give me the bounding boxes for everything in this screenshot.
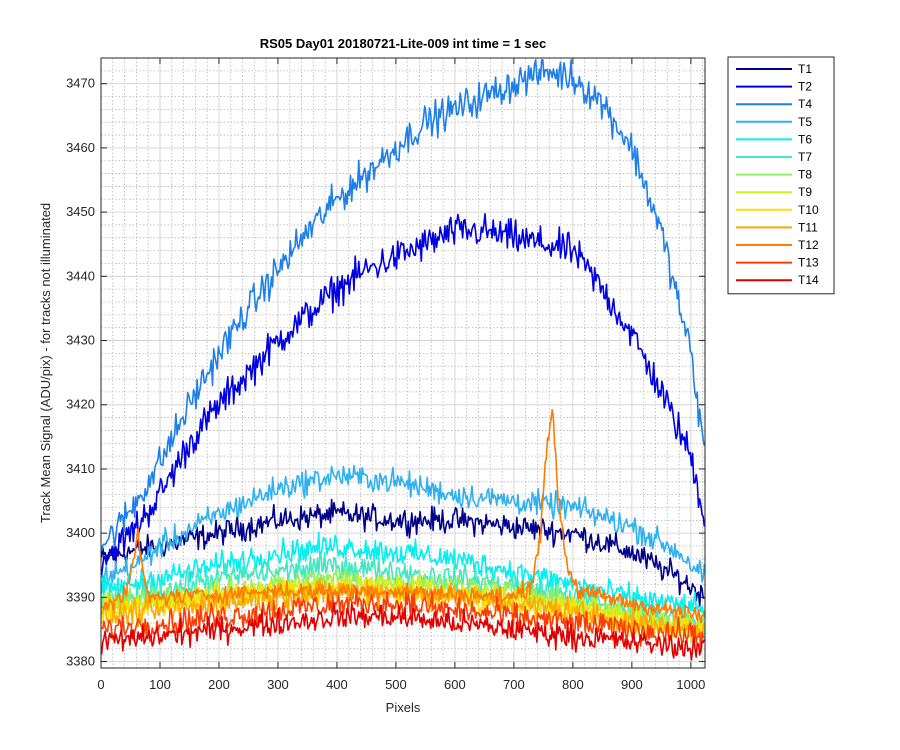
legend-label-t4: T4 — [798, 97, 812, 111]
series-line-t2 — [100, 213, 706, 576]
x-tick-label: 0 — [97, 677, 104, 692]
y-tick-label: 3420 — [66, 397, 95, 412]
legend-label-t11: T11 — [798, 220, 818, 234]
series-line-t12 — [101, 409, 706, 624]
series-line-t6 — [100, 531, 706, 619]
x-tick-label: 300 — [267, 677, 289, 692]
plot-frame — [100, 57, 706, 669]
series-line-t7 — [100, 552, 706, 636]
legend-label-t5: T5 — [798, 115, 812, 129]
series-line-t5 — [100, 464, 706, 585]
x-tick-label: 700 — [503, 677, 525, 692]
grid — [100, 57, 705, 668]
y-tick-label: 3440 — [66, 268, 95, 283]
y-tick-label: 3470 — [66, 76, 95, 91]
series-layer — [100, 59, 706, 661]
y-tick-label: 3430 — [66, 333, 95, 348]
legend-label-t6: T6 — [798, 132, 812, 146]
legend: T1 T2 T4 T5 T6 T7 T8 T9 T10 T11 T12 T13 T14 — [727, 56, 835, 295]
legend-label-t14: T14 — [798, 273, 819, 287]
x-tick-label: 200 — [208, 677, 230, 692]
x-tick-label: 600 — [444, 677, 466, 692]
legend-label-t13: T13 — [798, 256, 819, 270]
y-tick-label: 3390 — [66, 589, 95, 604]
legend-label-t12: T12 — [798, 238, 819, 252]
x-tick-label: 800 — [562, 677, 584, 692]
x-tick-label: 400 — [326, 677, 348, 692]
axes: 3380 3390 3400 3410 3420 3430 3440 3450 3460 3470… — [66, 58, 705, 692]
legend-label-t1: T1 — [798, 62, 812, 76]
legend-label-t9: T9 — [798, 185, 812, 199]
x-axis-title: Pixels — [386, 700, 421, 715]
series-line-t14 — [100, 602, 706, 661]
y-tick-label: 3380 — [66, 654, 95, 669]
legend-label-t7: T7 — [798, 150, 812, 164]
y-tick-label: 3460 — [66, 140, 95, 155]
y-tick-label: 3450 — [66, 204, 95, 219]
x-tick-label: 500 — [385, 677, 407, 692]
series-line-t4 — [100, 59, 706, 552]
chart-title: RS05 Day01 20180721-Lite-009 int time = … — [260, 36, 547, 51]
x-tick-label: 100 — [149, 677, 171, 692]
y-tick-label: 3410 — [66, 461, 95, 476]
x-tick-label: 1000 — [676, 677, 705, 692]
y-tick-label: 3400 — [66, 525, 95, 540]
legend-label-t8: T8 — [798, 168, 812, 182]
series-line-t1 — [100, 498, 705, 608]
y-axis-title: Track Mean Signal (ADU/pix) - for tracks… — [38, 203, 53, 523]
legend-label-t2: T2 — [798, 80, 812, 94]
legend-label-t10: T10 — [798, 203, 819, 217]
x-tick-label: 900 — [621, 677, 643, 692]
